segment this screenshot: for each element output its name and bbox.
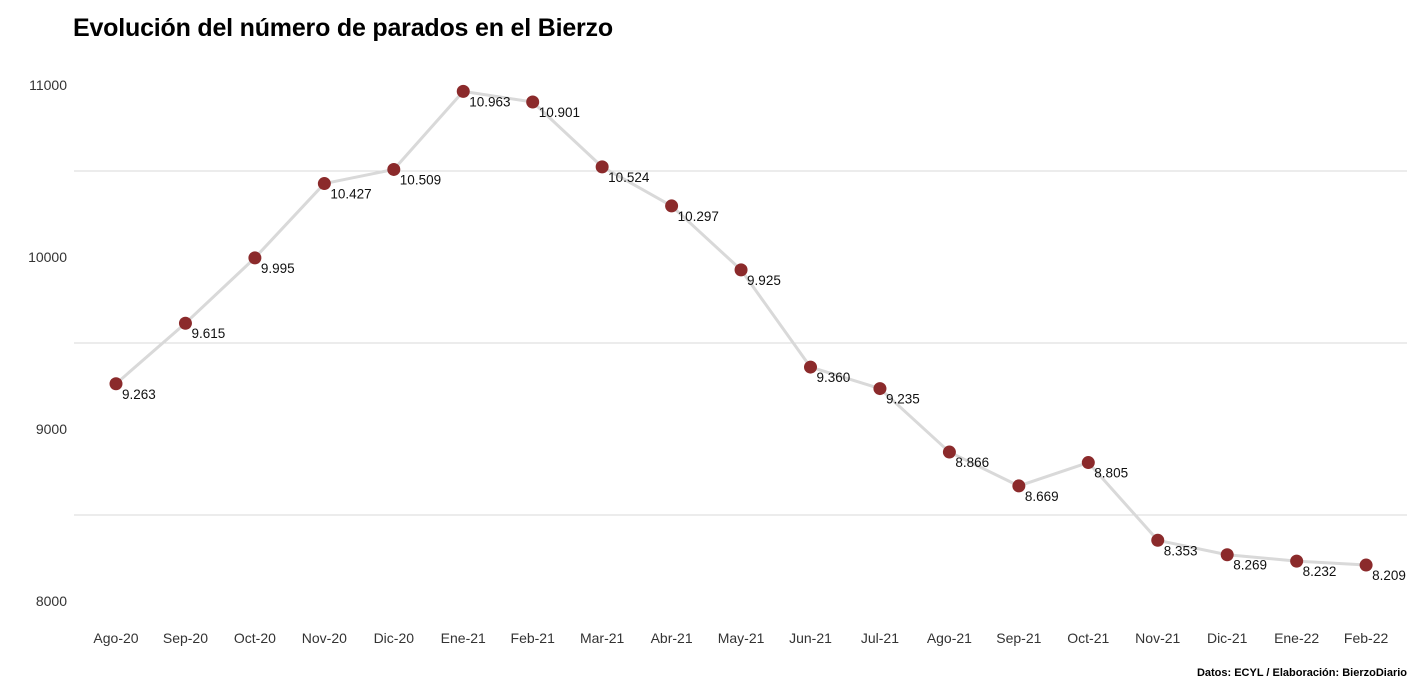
source-credit: Datos: ECYL / Elaboración: BierzoDiario	[1196, 667, 1407, 679]
data-point	[1220, 548, 1234, 562]
data-point	[109, 377, 123, 391]
x-tick-label: Jul-21	[861, 630, 899, 646]
data-label: 8.805	[1094, 466, 1128, 481]
y-tick-label: 9000	[36, 421, 67, 437]
data-point	[1290, 554, 1304, 568]
y-tick-label: 10000	[28, 249, 67, 265]
x-tick-label: Oct-21	[1067, 630, 1109, 646]
x-tick-label: Sep-20	[163, 630, 208, 646]
x-tick-label: Ene-22	[1274, 630, 1319, 646]
data-label: 10.524	[608, 170, 650, 185]
data-label: 8.209	[1372, 568, 1406, 583]
data-labels: 9.263 9.615 9.995 10.427 10.509 10.963 10.901 1…	[122, 94, 1406, 583]
data-point	[1359, 558, 1373, 572]
data-point	[873, 382, 887, 396]
x-tick-label: Nov-21	[1135, 630, 1180, 646]
data-point	[942, 445, 956, 459]
series-polyline	[114, 89, 1368, 567]
data-label: 8.669	[1025, 489, 1059, 504]
x-tick-label: Nov-20	[302, 630, 347, 646]
series-line	[114, 89, 1368, 567]
data-point	[665, 199, 679, 213]
data-points	[109, 84, 1373, 572]
data-point	[178, 316, 192, 330]
data-label: 9.263	[122, 387, 156, 402]
data-point	[456, 84, 470, 98]
data-label: 10.297	[678, 209, 719, 224]
data-label: 9.360	[817, 370, 851, 385]
data-point	[595, 160, 609, 174]
data-label: 10.963	[469, 94, 510, 109]
data-label: 8.269	[1233, 558, 1267, 573]
x-tick-label: Sep-21	[996, 630, 1041, 646]
data-point	[526, 95, 540, 109]
y-axis-ticks: 8000 9000 10000 11000	[28, 77, 67, 609]
data-point	[1012, 479, 1026, 493]
data-point	[804, 360, 817, 374]
data-point	[387, 162, 401, 176]
y-tick-label: 8000	[36, 593, 67, 609]
x-axis-ticks: Ago-20 Sep-20 Oct-20 Nov-20 Dic-20 Ene-21 Feb-…	[93, 630, 1388, 646]
data-label: 9.235	[886, 392, 920, 407]
data-label: 10.427	[330, 187, 371, 202]
gridlines	[74, 170, 1407, 516]
x-tick-label: Ene-21	[441, 630, 486, 646]
data-point	[1151, 533, 1165, 547]
data-point	[317, 177, 331, 191]
y-tick-label: 11000	[29, 77, 67, 93]
data-point	[734, 263, 748, 277]
x-tick-label: Dic-20	[374, 630, 415, 646]
x-tick-label: Feb-21	[511, 630, 556, 646]
x-tick-label: Feb-22	[1344, 630, 1389, 646]
x-tick-label: Mar-21	[580, 630, 625, 646]
data-label: 9.925	[747, 273, 781, 288]
data-label: 8.232	[1303, 564, 1337, 579]
x-tick-label: May-21	[718, 630, 765, 646]
data-label: 8.353	[1164, 543, 1198, 558]
x-tick-label: Oct-20	[234, 630, 276, 646]
data-label: 10.901	[539, 105, 580, 120]
data-label: 10.509	[400, 172, 441, 187]
x-tick-label: Dic-21	[1207, 630, 1248, 646]
data-label: 8.866	[955, 455, 989, 470]
x-tick-label: Ago-20	[93, 630, 138, 646]
data-point	[1081, 456, 1095, 470]
data-label: 9.995	[261, 261, 295, 276]
x-tick-label: Jun-21	[789, 630, 832, 646]
x-tick-label: Abr-21	[651, 630, 693, 646]
chart-title: Evolución del número de parados en el Bi…	[73, 14, 613, 42]
x-tick-label: Ago-21	[927, 630, 972, 646]
data-point	[248, 251, 262, 265]
data-label: 9.615	[191, 326, 225, 341]
